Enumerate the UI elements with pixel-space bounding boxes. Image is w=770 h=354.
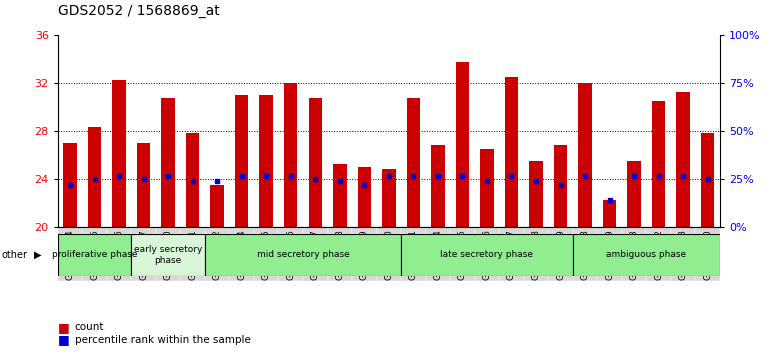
Bar [529,161,543,227]
Bar [327,227,352,281]
Bar [628,161,641,227]
Bar [676,92,690,227]
Bar [156,227,180,281]
Text: GSM109833: GSM109833 [678,229,688,280]
Text: GSM109821: GSM109821 [188,229,197,280]
Text: GSM109822: GSM109822 [213,229,222,280]
Bar [58,227,82,281]
Bar [646,227,671,281]
Bar [480,149,494,227]
Bar [671,227,695,281]
Text: ambiguous phase: ambiguous phase [606,250,686,259]
Text: GSM109828: GSM109828 [335,229,344,280]
Text: GSM109835: GSM109835 [458,229,467,280]
Text: GSM109832: GSM109832 [654,229,663,280]
Text: GSM109838: GSM109838 [531,229,541,280]
Bar [573,227,598,281]
Text: GSM109827: GSM109827 [311,229,320,280]
Bar [505,77,518,227]
Bar [426,227,450,281]
Bar [284,83,297,227]
Bar [137,143,150,227]
Bar [107,227,132,281]
Text: GSM109829: GSM109829 [360,229,369,280]
Bar [279,227,303,281]
Bar [180,227,205,281]
Text: GSM109816: GSM109816 [115,229,123,280]
Bar [603,200,616,227]
Bar [210,185,224,227]
Bar [132,234,205,276]
Bar [82,227,107,281]
Bar [622,227,646,281]
Bar [259,95,273,227]
Bar [112,80,126,227]
Bar [377,227,401,281]
Text: ▶: ▶ [34,250,42,260]
Text: ■: ■ [58,321,69,334]
Bar [695,227,720,281]
Bar [309,97,322,227]
Text: proliferative phase: proliferative phase [52,250,137,259]
Bar [524,227,548,281]
Bar [578,83,592,227]
Text: GSM109826: GSM109826 [286,229,295,280]
Text: other: other [2,250,28,260]
Bar [88,127,102,227]
Text: GSM109837: GSM109837 [507,229,516,280]
Text: GSM109817: GSM109817 [139,229,148,280]
Text: GSM109823: GSM109823 [630,229,638,280]
Bar [63,143,77,227]
Text: ■: ■ [58,333,69,346]
Bar [186,133,199,227]
Text: GSM109819: GSM109819 [605,229,614,280]
Text: early secretory
phase: early secretory phase [134,245,203,264]
Text: GSM109814: GSM109814 [65,229,75,280]
Bar [598,227,622,281]
Bar [474,227,499,281]
Bar [352,227,377,281]
Text: GSM109839: GSM109839 [556,229,565,280]
Bar [431,145,444,227]
Text: GSM109824: GSM109824 [237,229,246,280]
Text: GDS2052 / 1568869_at: GDS2052 / 1568869_at [58,4,219,18]
Bar [401,227,426,281]
Bar [58,234,132,276]
Bar [357,167,371,227]
Bar [652,101,665,227]
Bar [162,97,175,227]
Bar [382,169,396,227]
Text: GSM109818: GSM109818 [581,229,590,280]
Bar [548,227,573,281]
Bar [205,227,229,281]
Bar [132,227,156,281]
Text: GSM109834: GSM109834 [434,229,443,280]
Bar [450,227,474,281]
Bar [333,164,347,227]
Bar [573,234,720,276]
Bar [701,133,715,227]
Bar [303,227,327,281]
Text: count: count [75,322,104,332]
Bar [254,227,279,281]
Bar [205,234,401,276]
Text: GSM109840: GSM109840 [703,229,712,280]
Text: GSM109836: GSM109836 [483,229,491,280]
Bar [456,62,469,227]
Text: GSM109831: GSM109831 [409,229,418,280]
Text: GSM109820: GSM109820 [163,229,172,280]
Bar [499,227,524,281]
Text: GSM109815: GSM109815 [90,229,99,280]
Text: mid secretory phase: mid secretory phase [256,250,350,259]
Bar [229,227,254,281]
Text: late secretory phase: late secretory phase [440,250,534,259]
Text: GSM109825: GSM109825 [262,229,271,280]
Bar [235,95,249,227]
Bar [554,145,567,227]
Text: GSM109830: GSM109830 [384,229,393,280]
Text: percentile rank within the sample: percentile rank within the sample [75,335,250,345]
Bar [401,234,573,276]
Bar [407,97,420,227]
